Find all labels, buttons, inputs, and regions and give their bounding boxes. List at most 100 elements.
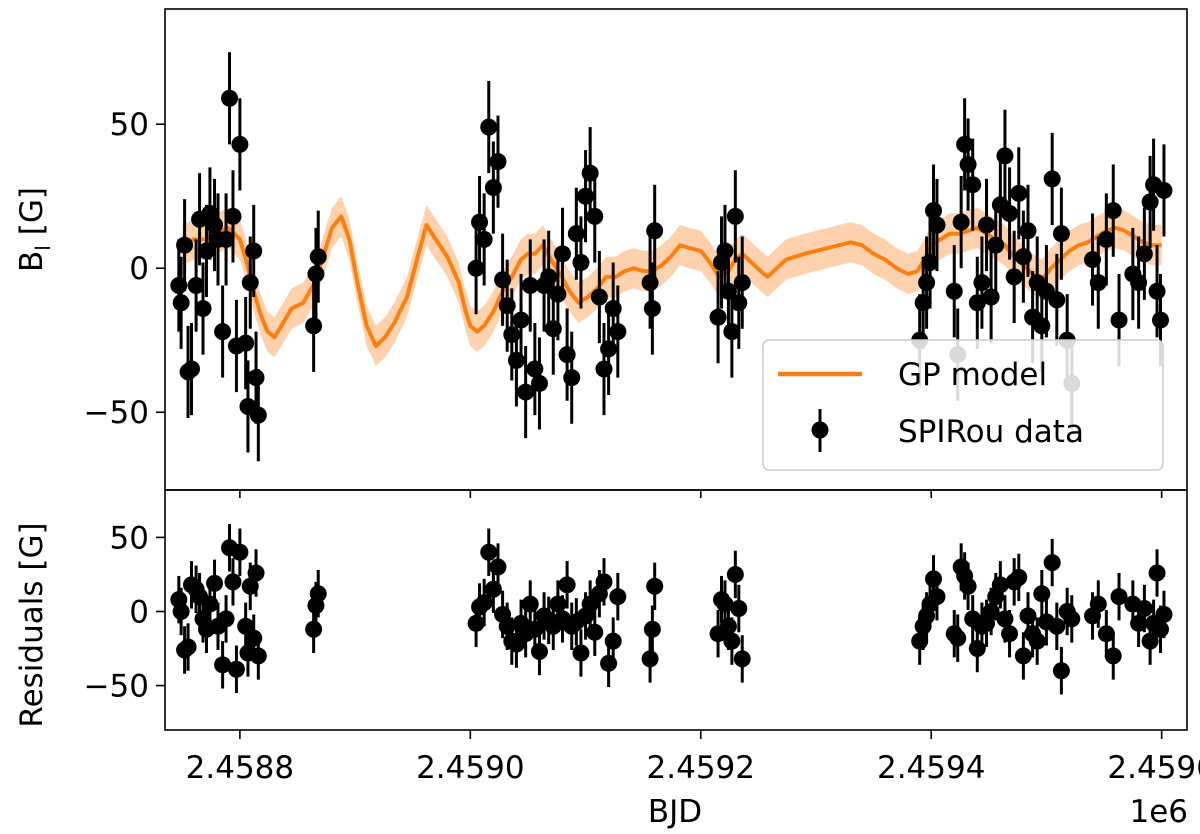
residual-point [1048,617,1066,635]
data-point [480,118,498,136]
data-point [730,294,748,312]
data-point [1151,311,1169,329]
top-y-ticks: 50 0 −50 [84,107,165,431]
ylabel-subscript: l [31,245,55,251]
top-y-axis-label: Bl [G] [14,187,55,272]
xtick-label: 2.4590 [416,750,524,786]
xtick-label: 2.4594 [877,750,985,786]
data-point [467,259,485,277]
residual-point [719,617,737,635]
data-point [194,300,212,318]
residual-point [231,543,249,561]
data-point [918,274,936,292]
data-point [307,265,325,283]
data-point [1005,268,1023,286]
residual-point [224,573,242,591]
residual-point [595,573,613,591]
data-point [231,135,249,153]
data-point [1130,274,1148,292]
data-point [586,207,604,225]
data-point [512,311,530,329]
data-point [925,202,943,220]
bottom-panel: 50 0 −50 Residuals [G] [14,489,1188,731]
residual-data-points [170,524,1173,695]
data-point [172,294,190,312]
data-point [1048,291,1066,309]
residual-point [723,632,741,650]
data-point [921,253,939,271]
residual-point [733,650,751,668]
data-point [1084,251,1102,269]
residual-point [241,577,259,595]
data-point [646,222,664,240]
residual-point [214,656,232,674]
residual-point [1151,620,1169,638]
top-ytick-label: −50 [84,395,149,431]
data-point [176,236,194,254]
bottom-ytick-label: 0 [129,594,149,630]
data-point [214,323,232,341]
residual-point [959,577,977,595]
data-point [996,147,1014,165]
x-offset-text: 1e6 [1129,794,1188,830]
data-point [217,230,235,248]
residual-point [1148,564,1166,582]
residual-point [172,602,190,620]
residual-point [1110,588,1128,606]
data-point [978,216,996,234]
data-point [224,207,242,225]
legend-box [762,339,1164,471]
residual-point [643,620,661,638]
data-point [1001,204,1019,222]
data-point [1135,245,1153,263]
residual-point [572,644,590,662]
residual-point [179,638,197,656]
data-point [540,268,558,286]
data-point [723,323,741,341]
residual-point [1135,600,1153,618]
legend: GP model SPIRou data [762,339,1164,471]
residual-point [305,620,323,638]
residual-point [730,600,748,618]
residual-point [646,577,664,595]
gp-band-shape [182,196,1162,367]
data-point [563,369,581,387]
data-point [1110,311,1128,329]
residual-point [1010,568,1028,586]
data-point [1141,193,1159,211]
data-point [475,230,493,248]
top-panel: 50 0 −50 Bl [G] GP model SPIRou data [14,8,1188,491]
residual-point [1155,605,1173,623]
residual-point [1033,585,1051,603]
residual-point [949,629,967,647]
data-point [247,369,265,387]
residual-point [1104,647,1122,665]
data-point [964,176,982,194]
data-point [643,300,661,318]
data-point [221,89,239,107]
residual-point [206,574,224,592]
data-point [1043,170,1061,188]
residual-point [247,564,265,582]
data-point [241,274,259,292]
residual-point [558,576,576,594]
residual-point [309,585,327,603]
data-point [726,207,744,225]
data-point [170,277,188,295]
data-point [1104,202,1122,220]
ylabel-main: B [14,251,50,272]
residual-point [1001,625,1019,643]
residual-point [480,543,498,561]
legend-label-spirou-data: SPIRou data [898,414,1084,450]
data-point [183,360,201,378]
data-point [309,248,327,266]
data-point [956,135,974,153]
gp-confidence-band [182,196,1162,367]
residual-point [249,647,267,665]
bottom-ytick-label: −50 [84,669,149,705]
data-point [305,317,323,335]
xtick-label: 2.4588 [186,750,294,786]
data-point [249,406,267,424]
residual-point [609,588,627,606]
